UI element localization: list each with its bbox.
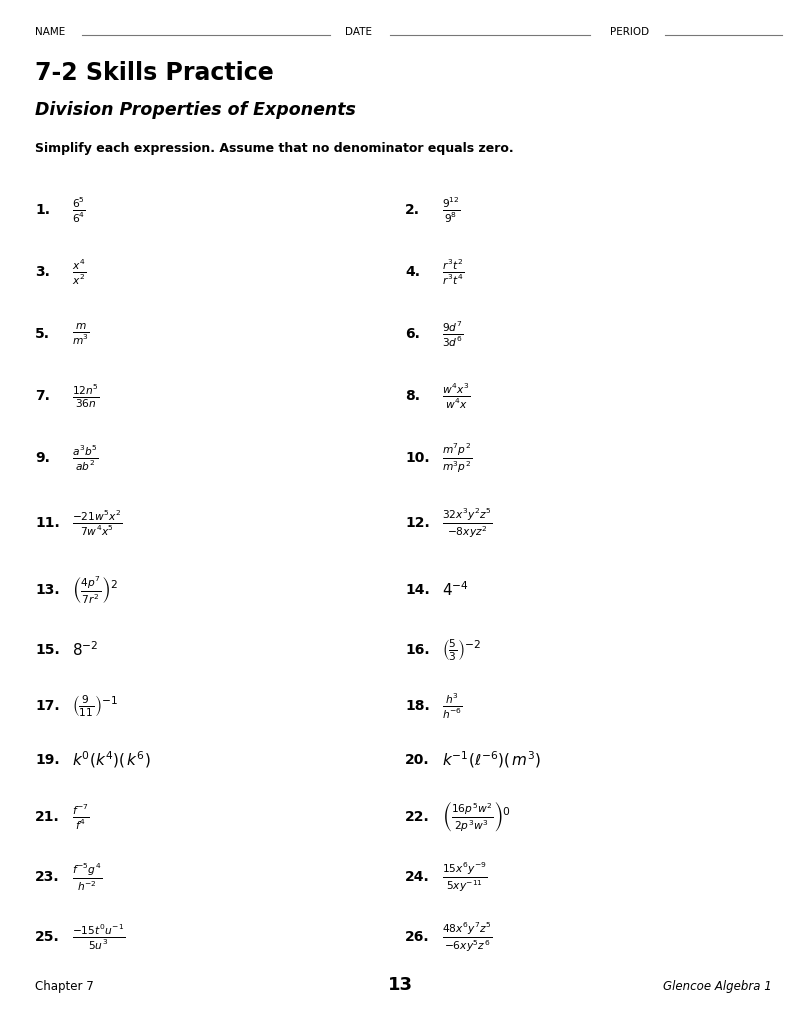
Text: 24.: 24. (405, 870, 430, 884)
Text: $\frac{-21w^5x^2}{7w^4x^5}$: $\frac{-21w^5x^2}{7w^4x^5}$ (72, 508, 122, 538)
Text: $k^0(k^4)(\, k^6)$: $k^0(k^4)(\, k^6)$ (72, 750, 150, 770)
Text: 11.: 11. (35, 516, 60, 530)
Text: 14.: 14. (405, 583, 430, 597)
Text: 4.: 4. (405, 265, 420, 279)
Text: $4^{-4}$: $4^{-4}$ (442, 581, 469, 599)
Text: 23.: 23. (35, 870, 60, 884)
Text: $\frac{9d^7}{3d^6}$: $\frac{9d^7}{3d^6}$ (442, 319, 463, 349)
Text: $\frac{h^3}{h^{-6}}$: $\frac{h^3}{h^{-6}}$ (442, 691, 463, 721)
Text: 18.: 18. (405, 699, 430, 713)
Text: 8.: 8. (405, 389, 420, 403)
Text: $\frac{48x^6y^7z^5}{-6xy^5z^6}$: $\frac{48x^6y^7z^5}{-6xy^5z^6}$ (442, 921, 493, 953)
Text: 9.: 9. (35, 451, 50, 465)
Text: $\frac{f^{-5}g^4}{h^{-2}}$: $\frac{f^{-5}g^4}{h^{-2}}$ (72, 861, 102, 893)
Text: Chapter 7: Chapter 7 (35, 980, 94, 993)
Text: 13: 13 (387, 976, 413, 994)
Text: 16.: 16. (405, 643, 430, 657)
Text: $\frac{32x^3y^2z^5}{-8xyz^2}$: $\frac{32x^3y^2z^5}{-8xyz^2}$ (442, 506, 493, 540)
Text: 15.: 15. (35, 643, 60, 657)
Text: 21.: 21. (35, 810, 60, 824)
Text: Simplify each expression. Assume that no denominator equals zero.: Simplify each expression. Assume that no… (35, 142, 514, 155)
Text: NAME: NAME (35, 27, 66, 37)
Text: $\frac{x^4}{x^2}$: $\frac{x^4}{x^2}$ (72, 257, 86, 287)
Text: 7.: 7. (35, 389, 50, 403)
Text: $\frac{w^4x^3}{w^4x}$: $\frac{w^4x^3}{w^4x}$ (442, 381, 470, 411)
Text: 20.: 20. (405, 753, 430, 767)
Text: 25.: 25. (35, 930, 60, 944)
Text: $\frac{r^3t^2}{r^3t^4}$: $\frac{r^3t^2}{r^3t^4}$ (442, 257, 464, 287)
Text: 26.: 26. (405, 930, 430, 944)
Text: Glencoe Algebra 1: Glencoe Algebra 1 (663, 980, 772, 993)
Text: $\frac{6^5}{6^4}$: $\frac{6^5}{6^4}$ (72, 196, 86, 224)
Text: $\left(\frac{9}{11}\right)^{-1}$: $\left(\frac{9}{11}\right)^{-1}$ (72, 693, 118, 719)
Text: $\left(\frac{16p^5w^2}{2p^3w^3}\right)^0$: $\left(\frac{16p^5w^2}{2p^3w^3}\right)^0… (442, 800, 511, 835)
Text: 3.: 3. (35, 265, 50, 279)
Text: 6.: 6. (405, 327, 420, 341)
Text: 1.: 1. (35, 203, 50, 217)
Text: $\frac{m^7p^2}{m^3p^2}$: $\frac{m^7p^2}{m^3p^2}$ (442, 441, 472, 475)
Text: 5.: 5. (35, 327, 50, 341)
Text: Division Properties of Exponents: Division Properties of Exponents (35, 101, 356, 119)
Text: PERIOD: PERIOD (610, 27, 649, 37)
Text: $\left(\frac{4p^7}{7r^2}\right)^2$: $\left(\frac{4p^7}{7r^2}\right)^2$ (72, 574, 118, 606)
Text: $\frac{f^{-7}}{f^4}$: $\frac{f^{-7}}{f^4}$ (72, 803, 90, 831)
Text: 2.: 2. (405, 203, 420, 217)
Text: $\left(\frac{5}{3}\right)^{-2}$: $\left(\frac{5}{3}\right)^{-2}$ (442, 637, 481, 663)
Text: $\frac{m}{m^3}$: $\frac{m}{m^3}$ (72, 322, 90, 347)
Text: 10.: 10. (405, 451, 430, 465)
Text: $8^{-2}$: $8^{-2}$ (72, 641, 98, 659)
Text: 17.: 17. (35, 699, 60, 713)
Text: $\frac{-15t^0u^{-1}}{5u^3}$: $\frac{-15t^0u^{-1}}{5u^3}$ (72, 923, 126, 951)
Text: 12.: 12. (405, 516, 430, 530)
Text: DATE: DATE (345, 27, 372, 37)
Text: $\frac{9^{12}}{9^8}$: $\frac{9^{12}}{9^8}$ (442, 196, 461, 224)
Text: 19.: 19. (35, 753, 60, 767)
Text: $\frac{12n^5}{36n}$: $\frac{12n^5}{36n}$ (72, 382, 100, 410)
Text: 22.: 22. (405, 810, 430, 824)
Text: $k^{-1}(\ell^{-6})(\, m^3)$: $k^{-1}(\ell^{-6})(\, m^3)$ (442, 750, 542, 770)
Text: $\frac{a^3b^5}{ab^2}$: $\frac{a^3b^5}{ab^2}$ (72, 443, 98, 473)
Text: $\frac{15x^6y^{-9}}{5xy^{-11}}$: $\frac{15x^6y^{-9}}{5xy^{-11}}$ (442, 860, 488, 894)
Text: 13.: 13. (35, 583, 60, 597)
Text: 7-2 Skills Practice: 7-2 Skills Practice (35, 61, 274, 85)
